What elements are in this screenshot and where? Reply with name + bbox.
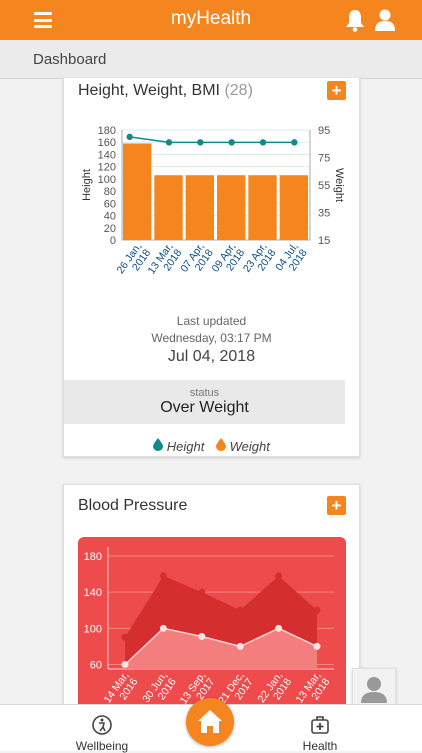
height-drop-icon: [153, 438, 164, 451]
height-bar: [248, 175, 277, 240]
y-tick-label: 100: [98, 174, 116, 186]
height-bar: [154, 175, 183, 240]
breadcrumb-bar: Dashboard: [0, 40, 422, 79]
top-bar: myHealth: [0, 0, 422, 40]
x-tick-label: 09 Apr,2018: [210, 241, 248, 281]
height-bar: [279, 175, 308, 240]
tab-wellbeing-label: Wellbeing: [75, 739, 129, 753]
y-tick-label: 0: [110, 235, 116, 247]
height-bar: [123, 143, 152, 240]
bp-diastolic-point: [159, 624, 167, 632]
home-icon: [198, 710, 222, 733]
legend-weight: Weight: [215, 438, 270, 454]
hamburger-menu-icon[interactable]: [34, 12, 52, 28]
last-updated-day: Wednesday, 03:17 PM: [151, 331, 272, 345]
card-title-text: Height, Weight, BMI: [78, 82, 220, 99]
y-tick-label: 40: [104, 211, 116, 223]
weight-point: [291, 139, 298, 146]
x-tick-label: 23 Apr,2018: [241, 241, 279, 281]
last-updated-date: Jul 04, 2018: [167, 348, 256, 365]
breadcrumb: Dashboard: [33, 51, 107, 68]
x-tick-label: 07 Apr,2018: [178, 241, 216, 281]
y-axis-title: Height: [81, 169, 93, 201]
bp-systolic-point: [236, 606, 244, 614]
bp-diastolic-point: [121, 660, 129, 668]
height-weight-bmi-card: Height, Weight, BMI (28) + 0 20 40 60 80 100 1…: [63, 78, 360, 457]
x-tick-label: 04 Jul,2018: [273, 241, 310, 280]
person-icon: [361, 677, 387, 703]
bp-diastolic-point: [236, 642, 244, 650]
legend-height-label: Height: [166, 439, 205, 454]
height-bar: [185, 175, 214, 240]
legend-height: Height: [153, 438, 204, 454]
bp-diastolic-point: [275, 624, 283, 632]
y2-tick-label: 35: [318, 208, 330, 220]
height-bar: [217, 175, 246, 240]
bell-icon[interactable]: [344, 8, 366, 32]
bp-systolic-area: [125, 575, 317, 665]
bp-diastolic-point: [313, 642, 321, 650]
status-box: status Over Weight: [64, 380, 345, 424]
bp-systolic-point: [159, 572, 167, 580]
weight-point: [126, 133, 133, 141]
y-tick-label: 160: [98, 137, 116, 149]
y2-tick-label: 95: [318, 125, 330, 137]
weight-point: [197, 139, 204, 146]
wellbeing-icon: [92, 715, 112, 735]
x-tick-label: 26 Jan,2018: [115, 241, 154, 283]
record-count: (28): [224, 82, 253, 99]
tab-health-label: Health: [302, 739, 338, 753]
chart-legend: Height Weight: [64, 438, 359, 454]
weight-point: [259, 139, 267, 146]
add-blood-pressure-button[interactable]: +: [327, 496, 346, 515]
bp-y-tick-label: 140: [84, 587, 102, 599]
y-tick-label: 80: [104, 186, 116, 198]
y-tick-label: 120: [98, 162, 116, 174]
y2-tick-label: 75: [318, 153, 330, 165]
bp-y-tick-label: 60: [90, 659, 102, 671]
last-updated-label: Last updated: [176, 314, 247, 328]
bp-card-title: Blood Pressure: [78, 497, 188, 514]
bp-y-tick-label: 180: [84, 551, 102, 563]
weight-line: [129, 136, 295, 144]
bp-diastolic-line: [124, 627, 318, 666]
blood-pressure-card: Blood Pressure + 60 100 140 180 14 Mar,2016 3…: [63, 484, 360, 716]
bp-systolic-point: [313, 606, 321, 614]
bp-diastolic-point: [198, 632, 206, 640]
y2-axis-title: Weight: [333, 168, 345, 202]
home-button[interactable]: [186, 698, 234, 746]
add-measurement-button[interactable]: +: [327, 81, 346, 100]
bp-systolic-point: [275, 572, 283, 580]
tab-health[interactable]: Health: [280, 714, 360, 753]
weight-point: [165, 139, 173, 146]
y-tick-label: 140: [98, 149, 116, 161]
tab-wellbeing[interactable]: Wellbeing: [62, 714, 142, 753]
status-label: status: [189, 387, 220, 399]
y2-tick-label: 55: [318, 180, 330, 192]
bp-systolic-point: [121, 633, 129, 641]
status-value: Over Weight: [160, 399, 249, 416]
weight-drop-icon: [215, 438, 226, 451]
bp-y-tick-label: 100: [84, 623, 102, 635]
y-tick-label: 60: [104, 198, 116, 210]
x-tick-label: 13 Mar,2018: [146, 241, 185, 283]
legend-weight-label: Weight: [229, 439, 270, 454]
app-title: myHealth: [170, 8, 252, 29]
y2-tick-label: 15: [318, 235, 330, 247]
medical-kit-icon: [311, 716, 329, 734]
bp-systolic-point: [198, 588, 206, 596]
user-icon[interactable]: [374, 8, 396, 32]
card-title: Height, Weight, BMI (28): [78, 82, 253, 100]
weight-point: [228, 139, 235, 146]
y-tick-label: 20: [104, 223, 116, 235]
bp-diastolic-area: [125, 628, 317, 669]
y-tick-label: 180: [98, 125, 116, 137]
